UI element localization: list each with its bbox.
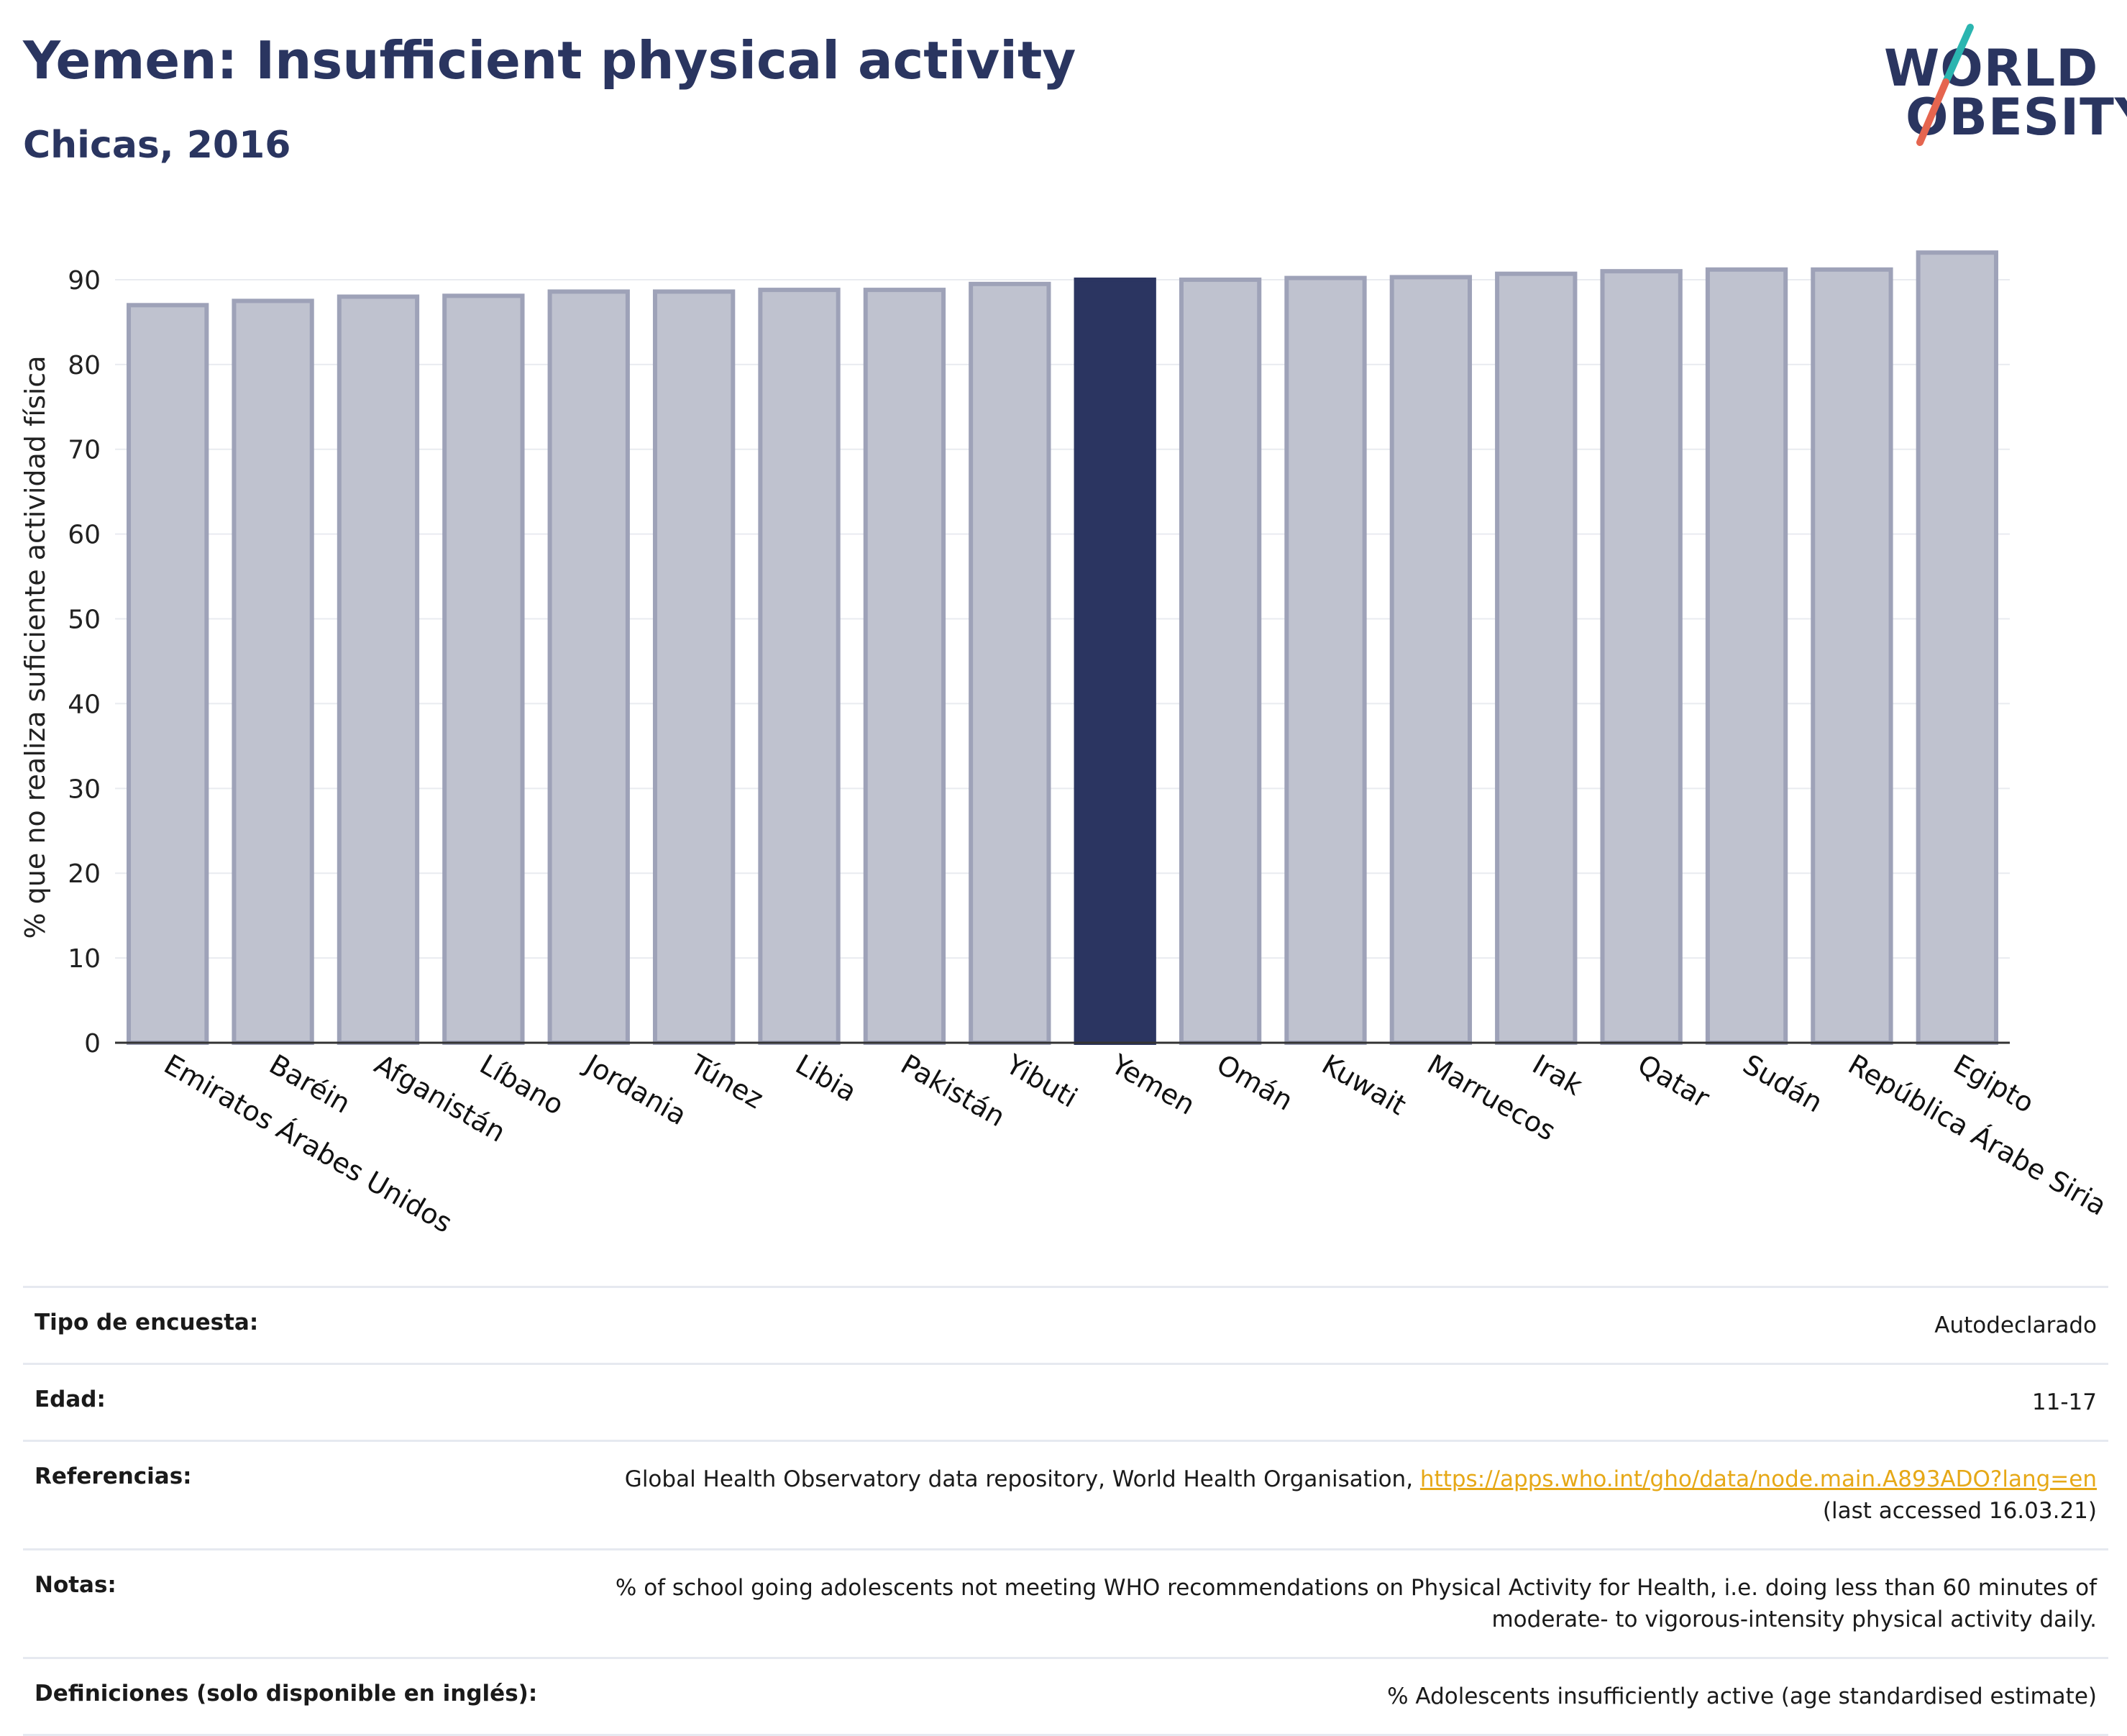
bar-7 — [863, 288, 946, 1046]
x-tick-label: Sudán — [1738, 1049, 1829, 1119]
bar-8 — [969, 281, 1051, 1045]
age-label: Edad: — [35, 1386, 106, 1413]
info-row-notes: Notas: % of school going adolescents not… — [23, 1548, 2108, 1657]
grid-lines — [115, 278, 2010, 1043]
bar-10 — [1179, 277, 1262, 1045]
y-tick-label: 70 — [68, 436, 101, 465]
x-tick-label: Irak — [1527, 1049, 1588, 1102]
notes-value: % of school going adolescents not meetin… — [615, 1575, 2097, 1633]
chart-subtitle: Chicas, 2016 — [23, 124, 291, 167]
references-text: Global Health Observatory data repositor… — [624, 1466, 1414, 1493]
x-tick-label: Yemen — [1105, 1048, 1200, 1121]
y-tick-label: 60 — [68, 521, 101, 550]
info-row-survey: Tipo de encuesta: Autodeclarado — [23, 1286, 2108, 1363]
y-tick-label: 50 — [68, 606, 101, 635]
bars — [127, 250, 1998, 1046]
bar-12 — [1389, 275, 1473, 1046]
bar-4 — [547, 289, 630, 1045]
references-label: Referencias: — [35, 1463, 192, 1490]
y-tick-label: 30 — [68, 775, 101, 804]
x-tick-label: Kuwait — [1317, 1049, 1412, 1122]
survey-label: Tipo de encuesta: — [35, 1310, 259, 1335]
world-obesity-logo: WORLD OBESITY — [1877, 22, 2127, 151]
info-table: Tipo de encuesta: Autodeclarado Edad: 11… — [23, 1286, 2108, 1736]
bar-chart: 0 10 20 30 40 50 60 70 80 90 Emiratos Árabes Unid… — [19, 250, 2112, 1239]
bar-1 — [232, 298, 314, 1046]
bar-0 — [127, 303, 209, 1045]
y-tick-label: 20 — [68, 859, 101, 889]
bar-16 — [1811, 267, 1893, 1045]
bar-9 — [1074, 277, 1156, 1045]
info-row-references: Referencias: Global Health Observatory d… — [23, 1440, 2108, 1548]
logo-line2: OBESITY — [1906, 88, 2127, 147]
y-tick-label: 10 — [68, 944, 101, 974]
bar-11 — [1284, 275, 1367, 1045]
logo-slash-icon — [1916, 24, 1974, 146]
info-row-age: Edad: 11-17 — [23, 1363, 2108, 1440]
definitions-value: % Adolescents insufficiently active (age… — [1387, 1684, 2097, 1710]
bar-6 — [758, 288, 841, 1046]
references-value: Global Health Observatory data repositor… — [625, 1463, 2097, 1527]
info-row-definitions: Definiciones (solo disponible en inglés)… — [23, 1657, 2108, 1736]
bar-14 — [1600, 269, 1683, 1046]
y-tick-label: 80 — [68, 351, 101, 380]
references-accessed: (last accessed 16.03.21) — [1822, 1498, 2097, 1525]
y-ticks: 0 10 20 30 40 50 60 70 80 90 — [68, 266, 101, 1059]
y-axis-label: % que no realiza suficiente actividad fí… — [19, 356, 51, 939]
x-tick-label: Jordania — [579, 1048, 692, 1131]
y-tick-label: 40 — [68, 690, 101, 719]
x-tick-label: Omán — [1212, 1049, 1299, 1117]
bar-2 — [337, 294, 420, 1045]
notes-label: Notas: — [35, 1572, 116, 1599]
bar-13 — [1495, 271, 1578, 1046]
logo-line1: WORLD — [1884, 39, 2099, 98]
x-tick-label: Libia — [790, 1049, 862, 1108]
bar-5 — [652, 289, 736, 1045]
x-tick-label: Qatar — [1632, 1049, 1715, 1115]
x-tick-label: Túnez — [685, 1048, 769, 1115]
bar-17 — [1916, 250, 1998, 1045]
bar-15 — [1705, 267, 1788, 1045]
references-link[interactable]: https://apps.who.int/gho/data/node.main.… — [1419, 1466, 2097, 1493]
x-tick-label: Yibuti — [1000, 1048, 1083, 1114]
y-tick-label: 90 — [68, 266, 101, 296]
definitions-label: Definiciones (solo disponible en inglés)… — [35, 1681, 538, 1707]
chart-title: Yemen: Insufficient physical activity — [23, 30, 1076, 91]
x-tick-label: Pakistán — [895, 1049, 1010, 1133]
age-value: 11-17 — [2031, 1389, 2097, 1416]
survey-value: Autodeclarado — [1934, 1312, 2097, 1338]
y-tick-label: 0 — [84, 1029, 101, 1059]
bar-3 — [442, 293, 525, 1045]
